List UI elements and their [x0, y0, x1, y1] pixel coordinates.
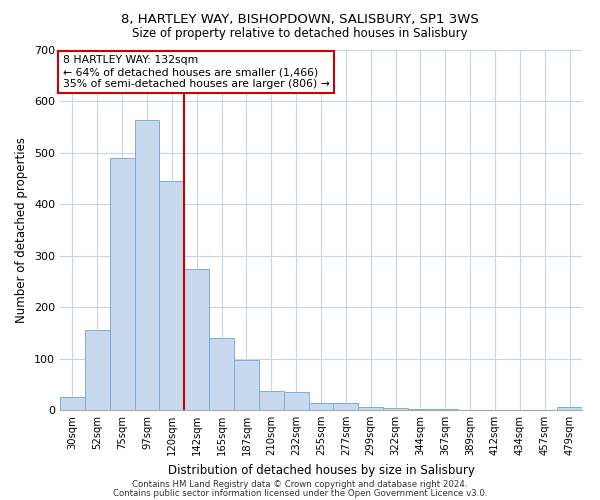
Bar — [358, 408, 383, 410]
Text: Contains HM Land Registry data © Crown copyright and database right 2024.: Contains HM Land Registry data © Crown c… — [132, 480, 468, 489]
Bar — [184, 268, 209, 410]
X-axis label: Distribution of detached houses by size in Salisbury: Distribution of detached houses by size … — [167, 464, 475, 476]
Bar — [60, 397, 85, 410]
Bar — [234, 360, 259, 410]
Text: Contains public sector information licensed under the Open Government Licence v3: Contains public sector information licen… — [113, 488, 487, 498]
Text: Size of property relative to detached houses in Salisbury: Size of property relative to detached ho… — [132, 28, 468, 40]
Bar — [334, 404, 358, 410]
Bar — [85, 330, 110, 410]
Bar — [308, 404, 334, 410]
Bar — [557, 408, 582, 410]
Bar — [134, 120, 160, 410]
Text: 8 HARTLEY WAY: 132sqm
← 64% of detached houses are smaller (1,466)
35% of semi-d: 8 HARTLEY WAY: 132sqm ← 64% of detached … — [62, 56, 329, 88]
Y-axis label: Number of detached properties: Number of detached properties — [16, 137, 28, 323]
Bar — [209, 338, 234, 410]
Bar — [383, 408, 408, 410]
Bar — [110, 158, 134, 410]
Bar — [284, 392, 308, 410]
Text: 8, HARTLEY WAY, BISHOPDOWN, SALISBURY, SP1 3WS: 8, HARTLEY WAY, BISHOPDOWN, SALISBURY, S… — [121, 12, 479, 26]
Bar — [408, 409, 433, 410]
Bar — [160, 181, 184, 410]
Bar — [259, 391, 284, 410]
